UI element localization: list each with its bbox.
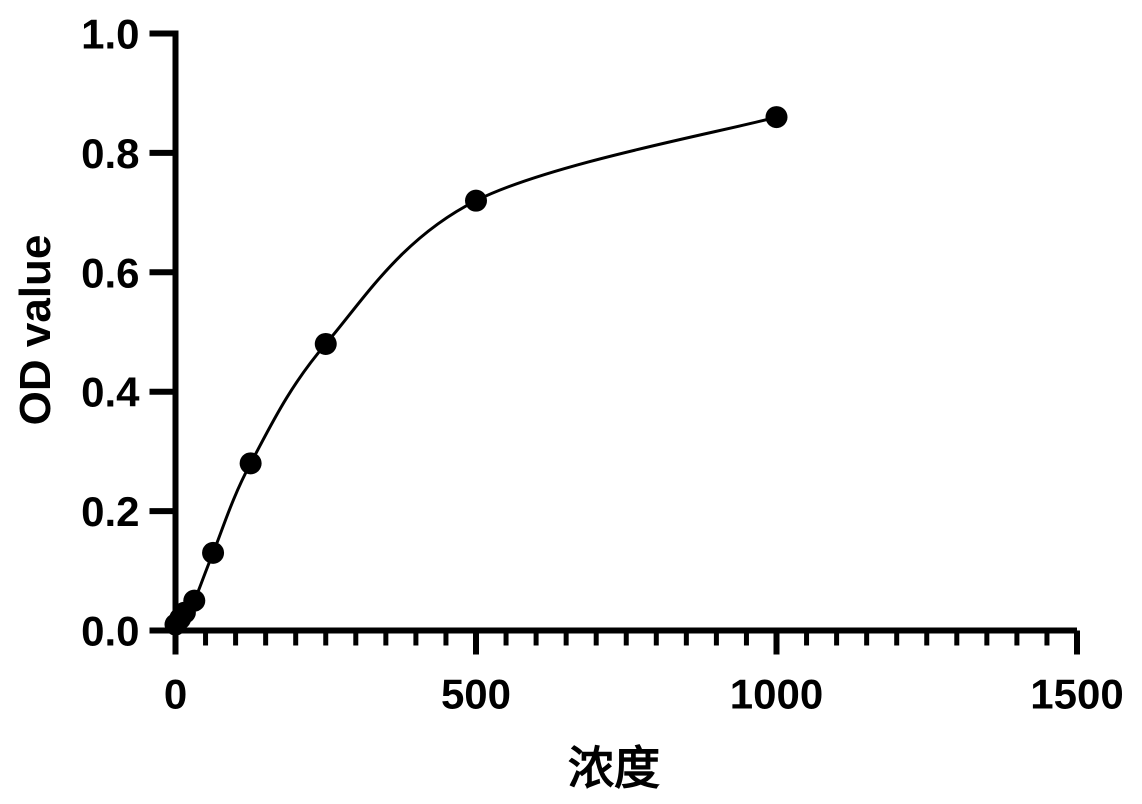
data-point-marker <box>183 589 206 612</box>
x-tick-label: 0 <box>164 671 187 718</box>
x-tick-label: 500 <box>441 671 511 718</box>
data-point-marker <box>465 189 487 212</box>
x-axis-title: 浓度 <box>568 742 660 794</box>
y-tick-label: 0.0 <box>81 608 139 655</box>
data-point-marker <box>202 541 225 564</box>
y-tick-label: 0.4 <box>81 369 140 416</box>
y-axis-title: OD value <box>11 234 60 426</box>
data-point-marker <box>314 332 337 355</box>
y-tick-label: 0.6 <box>81 249 139 296</box>
data-point-marker <box>765 106 788 129</box>
data-point-marker <box>239 452 262 475</box>
x-tick-label: 1000 <box>730 671 823 718</box>
y-tick-label: 0.2 <box>81 488 139 535</box>
y-tick-label: 0.8 <box>81 130 139 177</box>
y-tick-label: 1.0 <box>81 11 139 58</box>
x-tick-label: 1500 <box>1030 671 1123 718</box>
